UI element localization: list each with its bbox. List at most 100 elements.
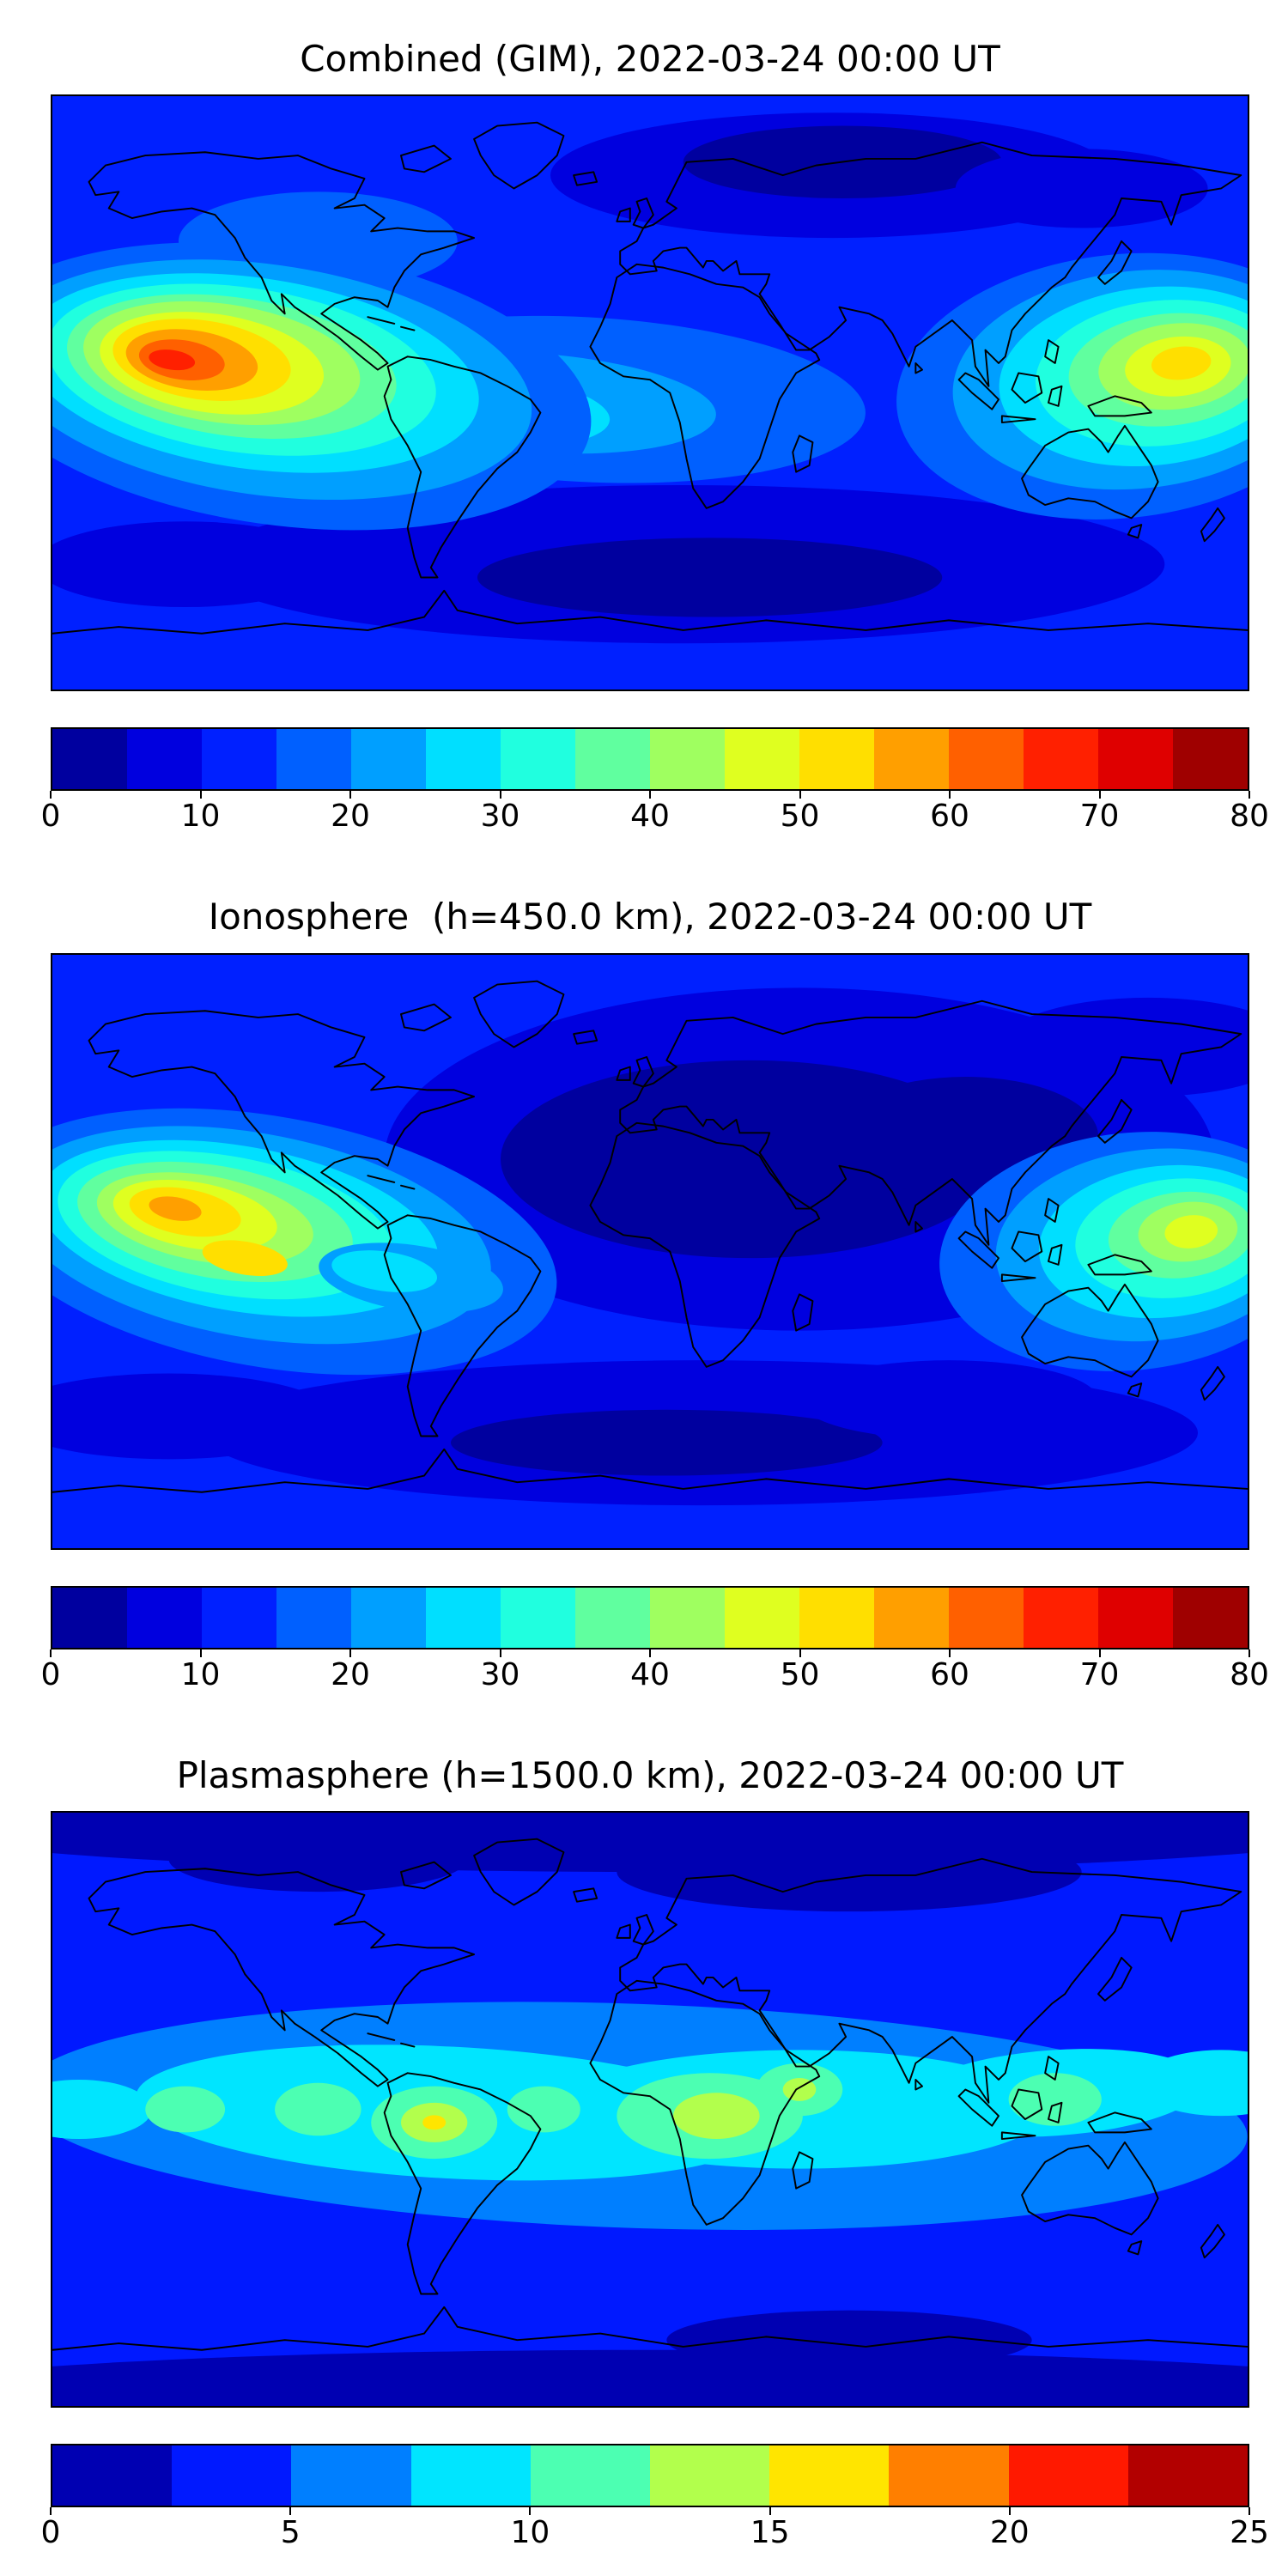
colorbar-segment <box>650 729 725 790</box>
colorbar-tick-label: 50 <box>780 1656 820 1692</box>
colorbar-segment <box>650 1587 725 1648</box>
contour-level <box>422 2115 447 2130</box>
map-frame-ionosphere <box>51 952 1249 1550</box>
contour-level <box>202 1240 288 1276</box>
colorbar-ticks-plasmasphere: 0 5 10 15 20 25 <box>41 2507 1269 2552</box>
colorbar-segment <box>501 729 575 790</box>
contour-level <box>451 1409 883 1476</box>
colorbar-tick <box>649 791 651 799</box>
map-frame-combined <box>51 94 1249 692</box>
colorbar-segment <box>949 1587 1024 1648</box>
contour-level <box>799 1359 1098 1440</box>
colorbar-ticks-ionosphere: 0 10 20 30 40 50 60 70 80 <box>41 1649 1269 1694</box>
colorbar-plasmasphere <box>51 2444 1249 2508</box>
contour-level <box>477 538 943 617</box>
contour-level <box>52 2349 1248 2407</box>
colorbar-tick-label: 15 <box>750 2515 790 2551</box>
colorbar-tick-label: 80 <box>1230 1656 1269 1692</box>
colorbar-segment <box>725 1587 799 1648</box>
colorbar-tick <box>349 791 351 799</box>
colorbar-tick <box>799 1649 801 1657</box>
colorbar-segment <box>351 1587 426 1648</box>
colorbar-tick-label: 20 <box>331 1656 370 1692</box>
colorbar-segment <box>575 1587 650 1648</box>
panel-title-ionosphere: Ionosphere (h=450.0 km), 2022-03-24 00:0… <box>208 896 1092 939</box>
colorbar-tick <box>50 2507 52 2516</box>
colorbar-segment <box>276 729 351 790</box>
panel-plasmasphere: Plasmasphere (h=1500.0 km), 2022-03-24 0… <box>41 1753 1269 2552</box>
colorbar-segment <box>172 2445 292 2506</box>
colorbar-segment <box>501 1587 575 1648</box>
colorbar-segment <box>202 1587 276 1648</box>
colorbar-tick-label: 40 <box>630 799 670 835</box>
tec-map-combined <box>52 96 1248 690</box>
colorbar-tick <box>349 1649 351 1657</box>
colorbar-tick <box>1249 1649 1250 1657</box>
contour-level <box>145 2086 226 2133</box>
colorbar-segments <box>52 729 1248 790</box>
contour-level <box>52 2080 152 2140</box>
colorbar-tick <box>1098 1649 1101 1657</box>
contour-level <box>275 2082 361 2136</box>
tec-contour-field <box>52 1813 1248 2407</box>
colorbar-segment <box>1173 729 1248 790</box>
colorbar-segment <box>127 729 202 790</box>
colorbar-segment <box>874 729 949 790</box>
panel-ionosphere: Ionosphere (h=450.0 km), 2022-03-24 00:0… <box>41 896 1269 1694</box>
colorbar-tick <box>1008 2507 1011 2516</box>
colorbar-tick-label: 60 <box>930 799 969 835</box>
colorbar-tick-label: 30 <box>480 1656 520 1692</box>
colorbar-tick-label: 70 <box>1079 799 1120 835</box>
contour-level <box>1138 2050 1248 2117</box>
colorbar-tick-label: 10 <box>510 2515 550 2551</box>
contour-level <box>1164 1214 1218 1249</box>
colorbar-tick <box>289 2507 292 2516</box>
colorbar-segment <box>202 729 276 790</box>
colorbar-tick-label: 5 <box>280 2515 301 2551</box>
colorbar-segment <box>530 2445 651 2506</box>
colorbar-ticks-combined: 0 10 20 30 40 50 60 70 80 <box>41 791 1269 835</box>
colorbar-segment <box>725 729 799 790</box>
tec-contour-field <box>52 112 1248 644</box>
colorbar-tick <box>1249 791 1250 799</box>
colorbar-combined <box>51 727 1249 792</box>
colorbar-segment <box>575 729 650 790</box>
colorbar-segments <box>52 2445 1249 2506</box>
colorbar-segment <box>889 2445 1009 2506</box>
panel-combined-gim: Combined (GIM), 2022-03-24 00:00 UT 0 10 2… <box>41 38 1269 835</box>
colorbar-tick-label: 25 <box>1230 2515 1269 2551</box>
contour-level <box>331 1249 438 1292</box>
colorbar-segment <box>426 1587 501 1648</box>
colorbar-segment <box>650 2445 770 2506</box>
colorbar-segment <box>1098 729 1173 790</box>
colorbar-segment <box>874 1587 949 1648</box>
tec-contour-field <box>52 987 1248 1505</box>
colorbar-segment <box>799 1587 874 1648</box>
colorbar-segment <box>1008 2445 1128 2506</box>
colorbar-segment <box>949 729 1024 790</box>
colorbar-tick <box>199 791 202 799</box>
colorbar-tick-label: 70 <box>1079 1656 1120 1692</box>
colorbar-segment <box>351 729 426 790</box>
colorbar-segment <box>1098 1587 1173 1648</box>
contour-level <box>955 149 1208 228</box>
contour-level <box>673 2093 760 2140</box>
contour-level <box>149 1196 202 1221</box>
tec-map-plasmasphere <box>52 1813 1248 2407</box>
colorbar-segment <box>276 1587 351 1648</box>
colorbar-segment <box>291 2445 411 2506</box>
contour-level <box>168 1826 468 1893</box>
colorbar-segments <box>52 1587 1248 1648</box>
colorbar-segment <box>1024 729 1098 790</box>
colorbar-segment <box>127 1587 202 1648</box>
contour-level <box>52 1373 335 1460</box>
colorbar-tick <box>199 1649 202 1657</box>
panel-title-plasmasphere: Plasmasphere (h=1500.0 km), 2022-03-24 0… <box>176 1753 1124 1796</box>
colorbar-tick-label: 30 <box>480 799 520 835</box>
colorbar-ionosphere <box>51 1585 1249 1649</box>
colorbar-segment <box>1127 2445 1249 2506</box>
contour-level <box>149 349 196 371</box>
colorbar-tick <box>949 791 951 799</box>
contour-level <box>666 2310 1032 2370</box>
contour-level <box>507 2086 580 2133</box>
